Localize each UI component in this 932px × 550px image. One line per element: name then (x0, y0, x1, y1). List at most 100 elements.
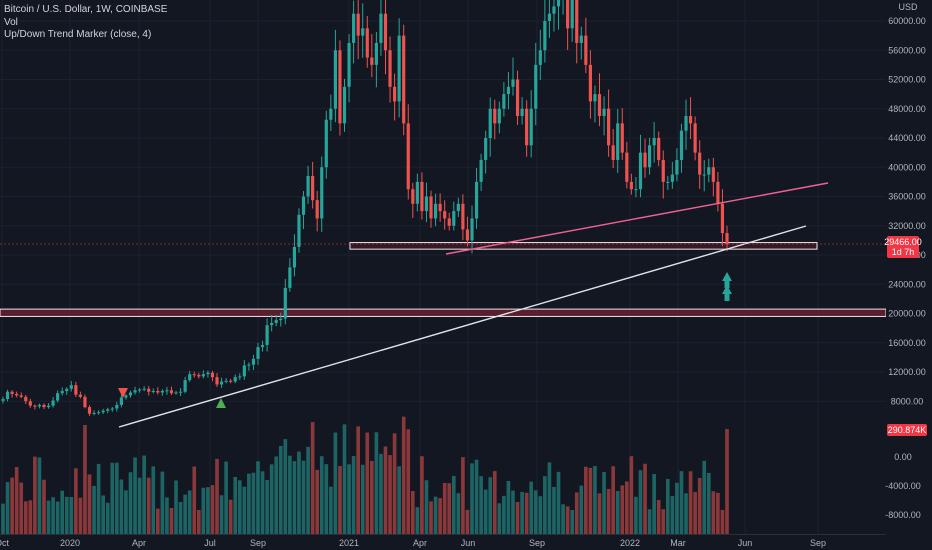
down-trend-marker (118, 388, 128, 398)
volume-bar (356, 426, 360, 535)
volume-bar (474, 459, 479, 535)
time-label: Sep (250, 538, 266, 548)
candle-body (534, 64, 538, 109)
candle-body (675, 159, 679, 175)
volume-bar (23, 501, 28, 535)
candle-body (274, 320, 278, 324)
time-label: Oct (0, 538, 9, 548)
candle-body (456, 203, 460, 212)
candle-body (51, 400, 55, 406)
candle-body (101, 410, 105, 413)
candle-body (570, 0, 574, 29)
candle-body (365, 28, 369, 58)
candle-body (420, 181, 424, 212)
candle-body (433, 203, 438, 219)
volume-bar (410, 491, 415, 535)
support-zone-lower (0, 308, 887, 317)
candle-body (270, 323, 274, 326)
volume-bar (274, 456, 279, 535)
volume-bar (351, 456, 356, 535)
volume-bar (160, 471, 165, 535)
volume-bar (697, 477, 702, 535)
symbol-title[interactable]: Bitcoin / U.S. Dollar, 1W, COINBASE (4, 4, 168, 15)
volume-bar (74, 468, 78, 535)
volume-bar (292, 461, 297, 535)
volume-bar (497, 503, 502, 535)
volume-bar (69, 497, 74, 535)
indicator-legend[interactable]: Up/Down Trend Marker (close, 4) (4, 29, 152, 40)
candle-body (229, 380, 233, 382)
volume-bar (110, 462, 115, 535)
resistance-trendline (445, 182, 829, 255)
volume-bar (584, 466, 588, 535)
candle-body (142, 388, 146, 390)
candle-body (342, 86, 347, 124)
volume-bar (310, 422, 315, 535)
candle-body (497, 108, 501, 124)
trendlines[interactable] (118, 182, 829, 428)
candle-body (684, 116, 688, 131)
volume-bar (556, 471, 561, 535)
candle-body (388, 50, 392, 87)
volume-bar (524, 492, 529, 535)
volume-bar (87, 474, 92, 535)
candle-body (46, 405, 51, 408)
volume-bar (297, 451, 301, 535)
candle-body (288, 267, 292, 288)
volume-bar (693, 492, 697, 535)
candle-body (474, 181, 479, 219)
candle-body (666, 181, 670, 183)
candle-body (629, 181, 633, 190)
candle-body (315, 200, 319, 219)
candle-body (502, 94, 506, 109)
candle-body (688, 116, 693, 124)
volume-bar (365, 432, 370, 535)
candle-body (702, 174, 706, 176)
time-axis[interactable]: Oct 2020 Apr Jul Sep 2021 Apr Jun Sep 2022 Mar Jun S… (0, 534, 886, 549)
candle-body (424, 196, 429, 212)
volume-bar (461, 457, 465, 535)
volume-legend[interactable]: Vol (4, 16, 18, 28)
candle-body (493, 108, 497, 124)
volume-bar (520, 491, 524, 535)
volume-bar (306, 446, 310, 535)
volume-bar (397, 466, 401, 535)
candle-body (370, 57, 374, 65)
volume-bar (10, 477, 14, 535)
candle-body (720, 203, 725, 234)
price-axis[interactable]: USD 60000.00 56000.00 52000.00 48000.00 4400… (886, 0, 932, 535)
volume-bar (251, 472, 256, 535)
price-tick-label: 20000.00 (888, 309, 926, 319)
volume-bar (233, 476, 238, 535)
candle-body (10, 391, 14, 394)
candle-body (607, 108, 611, 146)
current-volume-badge: 290.874K (887, 424, 927, 436)
candle-body (443, 211, 447, 219)
price-tick-label: 48000.00 (888, 104, 926, 114)
candle-body (397, 35, 401, 102)
candle-body (188, 374, 192, 381)
candle-body (611, 145, 615, 160)
price-tick-label: 12000.00 (888, 367, 926, 377)
volume-bar (670, 496, 675, 535)
candle-body (597, 94, 602, 117)
candle-body (224, 380, 228, 382)
candle-body (197, 374, 201, 377)
candle-body (74, 385, 78, 395)
volume-bar (187, 490, 192, 535)
candle-body (128, 392, 133, 396)
volume-bar (115, 462, 119, 535)
volume-bar (83, 425, 87, 535)
volume-bar (533, 490, 538, 535)
volume-bar (165, 497, 169, 535)
candle-body (124, 395, 128, 398)
candle-body (711, 167, 715, 182)
candle-body (260, 344, 265, 348)
candle-body (725, 233, 729, 245)
candle-body (657, 138, 661, 160)
candle-body (406, 123, 410, 190)
volume-bar (615, 491, 620, 535)
volume-bar (137, 477, 142, 535)
